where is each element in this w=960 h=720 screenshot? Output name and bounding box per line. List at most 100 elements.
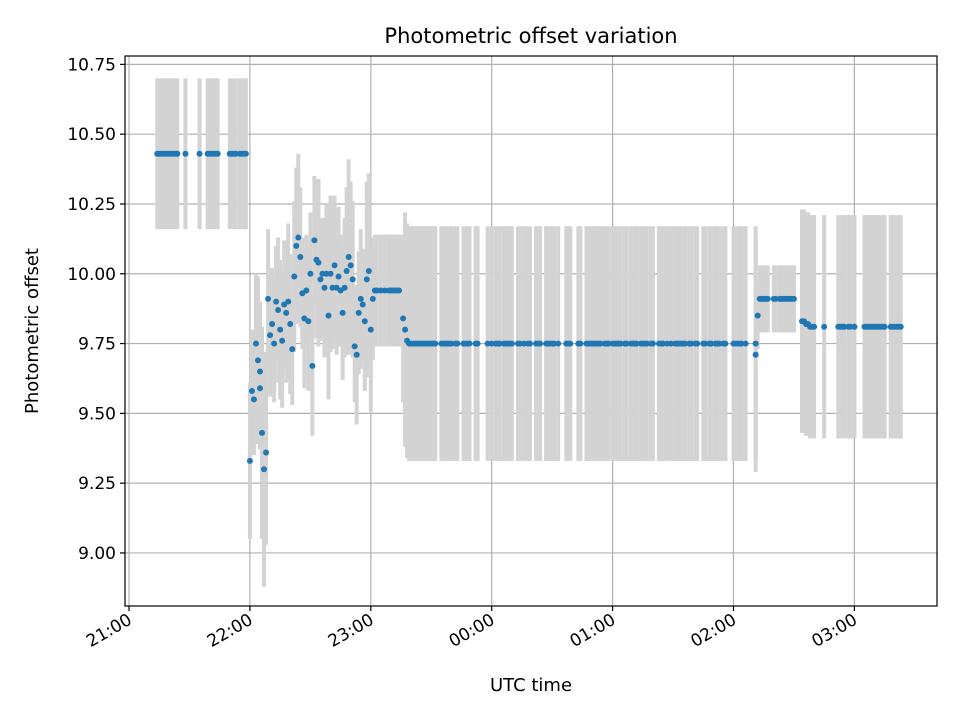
data-point bbox=[174, 150, 181, 157]
y-axis-ticks: 9.00 9.25 9.50 9.75 10.00 10.25 10.50 10.75 bbox=[67, 55, 125, 564]
data-point bbox=[567, 340, 574, 347]
data-point bbox=[361, 318, 368, 325]
data-point bbox=[250, 396, 257, 403]
y-axis-title: Photometric offset bbox=[22, 248, 43, 414]
data-points bbox=[154, 150, 904, 473]
data-point bbox=[285, 298, 292, 305]
data-point bbox=[277, 326, 284, 333]
y-tick-label: 9.75 bbox=[78, 335, 116, 355]
data-point bbox=[694, 340, 701, 347]
data-point bbox=[242, 150, 249, 157]
data-point bbox=[246, 457, 253, 464]
y-tick-label: 9.25 bbox=[78, 474, 116, 494]
data-point bbox=[353, 351, 360, 358]
data-point bbox=[263, 449, 270, 456]
plot-area-frame bbox=[124, 55, 938, 607]
data-point bbox=[359, 301, 366, 308]
data-point bbox=[466, 340, 473, 347]
data-point bbox=[821, 323, 828, 330]
data-point bbox=[577, 340, 584, 347]
data-point bbox=[287, 321, 294, 328]
data-point bbox=[851, 323, 858, 330]
data-point bbox=[339, 309, 346, 316]
data-point bbox=[256, 385, 263, 392]
data-point bbox=[327, 270, 334, 277]
data-point bbox=[182, 150, 189, 157]
data-point bbox=[273, 298, 280, 305]
data-point bbox=[555, 340, 562, 347]
data-point bbox=[351, 343, 358, 350]
data-point bbox=[722, 340, 729, 347]
data-point bbox=[341, 284, 348, 291]
data-point bbox=[811, 323, 818, 330]
data-point bbox=[307, 270, 314, 277]
data-point bbox=[752, 340, 759, 347]
data-point bbox=[305, 318, 312, 325]
data-point bbox=[365, 267, 372, 274]
data-point bbox=[293, 242, 300, 249]
data-point bbox=[214, 150, 221, 157]
data-point bbox=[474, 340, 481, 347]
data-point bbox=[454, 340, 461, 347]
data-point bbox=[325, 312, 332, 319]
data-point bbox=[508, 340, 515, 347]
x-axis-title: UTC time bbox=[490, 675, 572, 696]
y-tick-label: 10.50 bbox=[67, 125, 116, 145]
data-point bbox=[283, 309, 290, 316]
data-point bbox=[256, 368, 263, 375]
data-point bbox=[269, 321, 276, 328]
y-tick-label: 10.25 bbox=[67, 195, 116, 215]
data-point bbox=[526, 340, 533, 347]
data-point bbox=[881, 323, 888, 330]
data-point bbox=[297, 254, 304, 261]
data-point bbox=[347, 262, 354, 269]
data-point bbox=[649, 340, 656, 347]
data-point bbox=[754, 312, 761, 319]
data-point bbox=[537, 340, 544, 347]
data-point bbox=[345, 254, 352, 261]
data-point bbox=[331, 262, 338, 269]
data-point bbox=[289, 346, 296, 353]
y-tick-label: 9.50 bbox=[78, 404, 116, 424]
data-point bbox=[400, 315, 407, 322]
data-point bbox=[355, 309, 362, 316]
data-point bbox=[271, 340, 278, 347]
data-point bbox=[317, 276, 324, 283]
y-tick-label: 9.00 bbox=[78, 544, 116, 564]
data-point bbox=[265, 295, 272, 302]
data-point bbox=[367, 326, 374, 333]
data-point bbox=[248, 388, 255, 395]
data-point bbox=[303, 287, 310, 294]
data-point bbox=[315, 259, 322, 266]
data-point bbox=[752, 351, 759, 358]
data-point bbox=[764, 295, 771, 302]
data-point bbox=[295, 234, 302, 241]
data-point bbox=[275, 307, 282, 314]
data-point bbox=[402, 326, 409, 333]
data-point bbox=[349, 276, 356, 283]
data-point bbox=[369, 295, 376, 302]
data-point bbox=[291, 273, 298, 280]
data-point bbox=[357, 295, 364, 302]
data-point bbox=[321, 284, 328, 291]
data-point bbox=[335, 273, 342, 280]
data-point bbox=[259, 429, 266, 436]
data-point bbox=[396, 287, 403, 294]
data-point bbox=[252, 340, 259, 347]
chart-title: Photometric offset variation bbox=[384, 24, 677, 48]
y-tick-label: 10.00 bbox=[67, 265, 116, 285]
y-tick-label: 10.75 bbox=[67, 55, 116, 75]
data-point bbox=[196, 150, 203, 157]
data-point bbox=[363, 276, 370, 283]
data-point bbox=[432, 340, 439, 347]
data-point bbox=[309, 362, 316, 369]
data-point bbox=[267, 332, 274, 339]
data-point bbox=[897, 323, 904, 330]
data-point bbox=[279, 337, 286, 344]
data-point bbox=[343, 267, 350, 274]
data-point bbox=[261, 466, 268, 473]
data-point bbox=[311, 237, 318, 244]
data-point bbox=[254, 357, 261, 364]
data-point bbox=[790, 295, 797, 302]
